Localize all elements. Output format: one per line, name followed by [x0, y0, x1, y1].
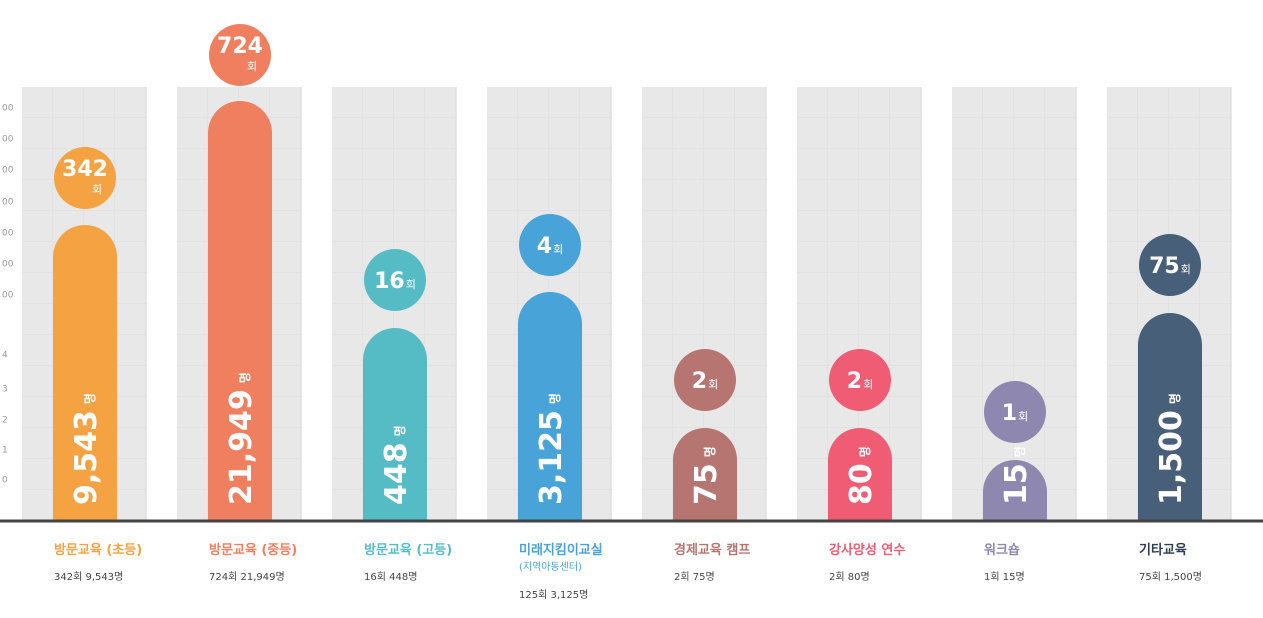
item-label: 경제교육 캠프: [674, 542, 750, 558]
item-label: 방문교육 (중등): [209, 542, 297, 558]
item-note: (지역아동센터): [519, 561, 582, 573]
bubble-unit: 회: [1018, 410, 1028, 423]
item-caption: 724회 21,949명: [209, 571, 285, 583]
item-caption: 75회 1,500명: [1139, 571, 1202, 583]
item-caption: 342회 9,543명: [54, 571, 123, 583]
bubble-unit: 회: [863, 378, 873, 391]
axis-label: 00: [2, 260, 14, 270]
bubble-unit: 회: [406, 278, 416, 291]
item-caption: 16회 448명: [364, 571, 417, 583]
axis-label: 00: [2, 198, 14, 208]
bubble-count: 724: [217, 34, 263, 59]
item-caption: 125회 3,125명: [519, 589, 588, 601]
item-label: 강사양성 연수: [829, 542, 905, 558]
bar-count: 75: [689, 463, 724, 505]
bubble-count: 75: [1149, 254, 1180, 279]
bubble-unit: 회: [553, 243, 563, 256]
bar-count: 1,500: [1154, 410, 1189, 505]
bar-unit: 명: [1168, 393, 1182, 404]
bubble: [984, 381, 1046, 443]
bubble: [364, 249, 426, 311]
bar-unit: 명: [1013, 446, 1027, 457]
bar-count: 15: [999, 463, 1034, 505]
axis-label: 1: [2, 446, 8, 456]
column-bg: [952, 87, 1077, 521]
bar-unit: 명: [548, 393, 562, 404]
bar: [518, 292, 582, 521]
bar: [1138, 313, 1202, 521]
bubble: [54, 147, 116, 209]
bar: [983, 460, 1047, 521]
bar: [53, 225, 117, 521]
bar-unit: 명: [703, 446, 717, 457]
bar-value: 75 명: [689, 446, 724, 505]
bar: [828, 428, 892, 521]
bubble-count: 16: [374, 269, 405, 294]
bubble-unit: 회: [92, 183, 102, 196]
bubble: [1139, 234, 1201, 296]
bar-value: 15 명: [999, 446, 1034, 505]
bubble: [519, 214, 581, 276]
bubble: [829, 349, 891, 411]
item-caption: 1회 15명: [984, 571, 1025, 583]
bar-unit: 명: [83, 393, 97, 404]
bar-count: 448: [379, 442, 414, 505]
bubble-text: 75회: [1149, 254, 1191, 279]
bar-count: 3,125: [534, 410, 569, 505]
bar: [673, 428, 737, 521]
bubble-unit: 회: [1181, 263, 1191, 276]
bar-value: 80 명: [844, 446, 879, 505]
axis-label: 0: [2, 476, 8, 486]
bubble: [674, 349, 736, 411]
bar-count: 9,543: [69, 410, 104, 505]
bar: [363, 328, 427, 521]
axis-label: 00: [2, 135, 14, 145]
bar-value: 3,125 명: [534, 393, 569, 505]
axis-label: 00: [2, 166, 14, 176]
bubble-count: 2: [847, 369, 862, 394]
bubble-text: 1회: [1002, 401, 1028, 426]
bubble-count: 4: [537, 234, 552, 259]
item-label: 미래지킴이교실: [519, 542, 603, 558]
bar-value: 1,500 명: [1154, 393, 1189, 505]
bubble-count: 1: [1002, 401, 1017, 426]
axis-label: 00: [2, 229, 14, 239]
bubble-text: 2회: [692, 369, 718, 394]
item-label: 방문교육 (초등): [54, 542, 142, 558]
axis-label: 00: [2, 291, 14, 301]
bubble-text: 16회: [374, 269, 416, 294]
bubble-text: 4회: [537, 234, 563, 259]
bar-value: 448 명: [379, 425, 414, 505]
item-label: 방문교육 (고등): [364, 542, 452, 558]
bar-count: 80: [844, 463, 879, 505]
bar-unit: 명: [238, 372, 252, 383]
bubble-count: 342: [62, 157, 108, 182]
axis-label: 2: [2, 416, 8, 426]
axis-label: 00: [2, 104, 14, 114]
item-label: 워크숍: [984, 543, 1020, 558]
bar: [208, 101, 272, 521]
item-label: 기타교육: [1139, 542, 1187, 558]
bubble-unit: 회: [247, 60, 257, 73]
bar-count: 21,949: [224, 389, 259, 505]
axis-label: 3: [2, 385, 8, 395]
bubble: [209, 24, 271, 86]
bar-unit: 명: [393, 425, 407, 436]
bubble-text: 2회: [847, 369, 873, 394]
item-caption: 2회 80명: [829, 571, 870, 583]
bar-unit: 명: [858, 446, 872, 457]
bubble-unit: 회: [708, 378, 718, 391]
axis-label: 4: [2, 351, 8, 361]
bubble-count: 2: [692, 369, 707, 394]
bar-value: 21,949 명: [224, 372, 259, 505]
item-caption: 2회 75명: [674, 571, 715, 583]
bar-value: 9,543 명: [69, 393, 104, 505]
